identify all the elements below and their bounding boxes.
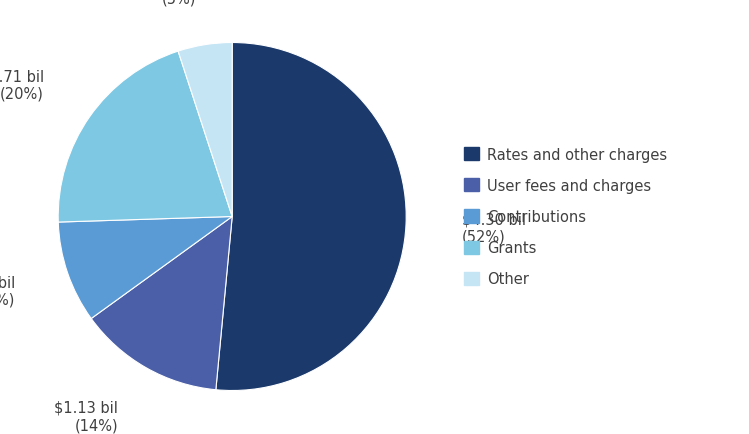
Wedge shape (58, 52, 232, 223)
Wedge shape (91, 217, 232, 390)
Text: $0.42 bil
(5%): $0.42 bil (5%) (132, 0, 196, 7)
Wedge shape (58, 217, 232, 319)
Text: $4.30 bil
(52%): $4.30 bil (52%) (461, 212, 526, 244)
Legend: Rates and other charges, User fees and charges, Contributions, Grants, Other: Rates and other charges, User fees and c… (457, 140, 675, 294)
Text: $1.13 bil
(14%): $1.13 bil (14%) (55, 400, 118, 432)
Wedge shape (216, 43, 406, 391)
Text: $1.71 bil
(20%): $1.71 bil (20%) (0, 69, 44, 102)
Wedge shape (178, 43, 232, 217)
Text: $0.79 bil
(9%): $0.79 bil (9%) (0, 275, 15, 307)
